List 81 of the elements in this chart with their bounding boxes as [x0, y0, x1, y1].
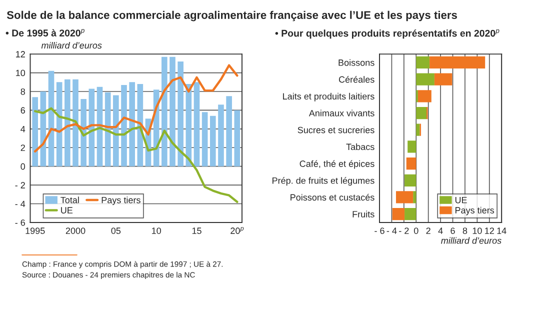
bar — [408, 140, 416, 153]
x-tick-label: 4 — [438, 228, 443, 234]
x-tick-label: 6 — [450, 228, 455, 234]
x-tick-label: 10 — [472, 228, 482, 234]
bar — [416, 73, 434, 86]
x-tick-label: 2000 — [66, 228, 86, 234]
bar — [416, 106, 427, 120]
bar — [80, 98, 86, 166]
bar — [129, 82, 135, 166]
chart-title: Solde de la balance commerciale agroalimentaire française avec l’UE et les pays tiers — [6, 10, 457, 22]
x-tick-label: 8 — [462, 228, 468, 234]
bar — [413, 191, 416, 204]
y-tick-label: - 4 — [15, 200, 26, 208]
y-tick-label: Poissons et custacés — [290, 194, 374, 201]
y-tick-label: Animaux vivants — [308, 110, 374, 116]
x-tick-label: 12 — [485, 228, 494, 234]
bar — [32, 97, 38, 166]
legend-label: Pays tiers — [102, 196, 140, 206]
line-series — [34, 107, 238, 204]
bar — [434, 73, 452, 86]
x-tick-label: 20$^{p}$ — [230, 227, 244, 234]
legend-label: Pays tiers — [455, 206, 494, 216]
bar — [226, 96, 232, 166]
y-tick-label: Prép. de fruits et légumes — [272, 177, 374, 186]
legend-label: Total — [60, 196, 79, 204]
y-tick-label: Céréales — [338, 76, 374, 83]
bar — [194, 82, 200, 166]
y-tick-label: 2 — [20, 144, 25, 151]
bar — [121, 84, 127, 166]
bar — [72, 79, 78, 166]
bar — [218, 104, 224, 166]
bar — [416, 56, 430, 69]
bar — [178, 62, 184, 166]
x-tick-label: - 6 — [374, 228, 384, 234]
bar — [392, 208, 405, 220]
line-series — [34, 64, 238, 152]
x-tick-label: 1995 — [26, 228, 45, 234]
x-tick-label: - 4 — [386, 228, 397, 234]
x-tick-label: 10 — [152, 228, 161, 234]
x-tick-label: - 2 — [399, 228, 409, 234]
y-tick-label: Boissons — [338, 59, 374, 66]
bar — [64, 79, 70, 166]
y-tick-label: Tabacs — [346, 143, 374, 150]
y-tick-label: Café, thé et épices — [300, 160, 374, 169]
y-tick-label: 0 — [20, 163, 26, 170]
bar — [113, 95, 119, 166]
x-tick-label: 2 — [426, 228, 430, 234]
bar — [416, 124, 420, 136]
y-tick-label: 4 — [20, 126, 26, 132]
bar — [170, 56, 176, 166]
bar — [186, 84, 192, 166]
bar — [202, 112, 208, 166]
y-tick-label: - 2 — [15, 182, 25, 188]
bar — [406, 157, 416, 170]
y-tick-label: 6 — [20, 107, 25, 114]
y-tick-label: - 6 — [15, 219, 25, 226]
y-tick-label: Sucres et sucreries — [298, 126, 374, 134]
bar — [234, 110, 240, 166]
bar — [404, 208, 416, 220]
bar — [418, 90, 432, 102]
bar — [56, 82, 62, 166]
y-tick-label: Fruits — [352, 210, 374, 218]
bar — [404, 174, 416, 186]
chart-title: • Pour quelques produits représentatifs en 2020$^{p}$ — [275, 29, 500, 39]
y-tick-label: 12 — [16, 51, 25, 58]
x-axis-title: milliard d’euros — [441, 237, 502, 244]
bar — [210, 116, 216, 166]
x-tick-label: 0 — [414, 228, 418, 234]
bar — [162, 56, 168, 166]
y-axis-title: milliard d’euros — [41, 42, 102, 49]
x-tick-label: 15 — [192, 228, 202, 234]
bar — [396, 191, 414, 204]
y-tick-label: 10 — [16, 70, 26, 76]
x-tick-label: 14 — [497, 228, 506, 234]
legend-label: UE — [61, 207, 73, 214]
legend-label: UE — [455, 196, 467, 204]
y-tick-label: 8 — [20, 88, 25, 95]
chart-subtitle: • De 1995 à 2020$^{p}$ — [6, 29, 84, 36]
x-tick-label: 05 — [111, 228, 121, 234]
y-tick-label: Laits et produits laitiers — [283, 92, 374, 102]
bar — [430, 56, 486, 69]
